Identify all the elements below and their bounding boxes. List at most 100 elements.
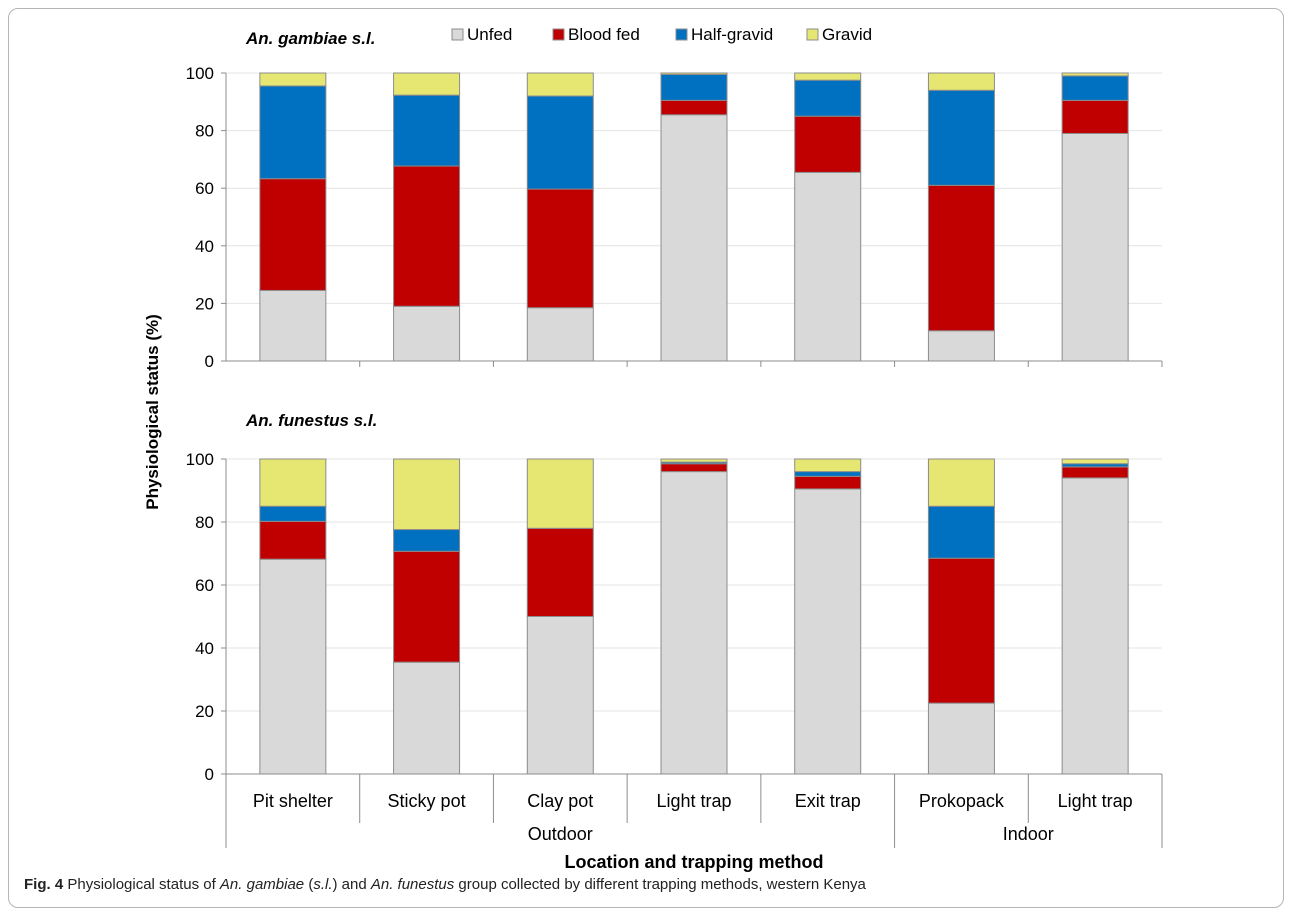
y-tick-label: 100	[186, 450, 214, 469]
legend-swatch-blood-fed	[552, 28, 565, 41]
legend-label-gravid: Gravid	[822, 25, 872, 44]
bar-unfed	[660, 471, 728, 775]
caption-text-2: (	[304, 876, 314, 893]
category-label: Light trap	[1058, 791, 1133, 811]
bar-blood-fed	[259, 520, 327, 560]
bar-gravid	[1061, 72, 1129, 77]
panel-an-funestus: 0 20 40 60 80 100 An. funestus s.l.	[186, 411, 1162, 784]
legend-label-unfed: Unfed	[467, 25, 512, 44]
category-label: Exit trap	[795, 791, 861, 811]
y-tick-label: 60	[195, 179, 214, 198]
group-label-outdoor: Outdoor	[528, 824, 593, 844]
bar-half-gravid	[259, 85, 327, 180]
panel-an-gambiae: 0 20 40 60 80 100 An. gambiae s.l.	[186, 29, 1163, 371]
bar-unfed	[526, 307, 594, 362]
y-tick-label: 80	[195, 122, 214, 141]
bar-blood-fed	[794, 115, 862, 173]
y-tick-label: 100	[186, 64, 214, 83]
bar-gravid	[927, 72, 995, 91]
legend: Unfed Blood fed Half-gravid Gravid	[451, 25, 872, 44]
bar-gravid	[794, 458, 862, 473]
panel-title: An. funestus s.l.	[245, 411, 377, 430]
bar-unfed	[660, 114, 728, 362]
y-tick-label: 40	[195, 639, 214, 658]
bar-blood-fed	[259, 178, 327, 291]
bar-gravid	[393, 72, 461, 96]
bar-unfed	[259, 558, 327, 775]
y-tick-label: 20	[195, 702, 214, 721]
caption-species-1: An. gambiae	[219, 876, 305, 893]
bar-blood-fed	[1061, 466, 1129, 479]
bar-half-gravid	[393, 529, 461, 552]
bar-unfed	[259, 289, 327, 362]
bar-unfed	[1061, 477, 1129, 775]
figure-caption: Fig. 4 Physiological status of An. gambi…	[24, 876, 866, 893]
y-axis-label: Physiological status (%)	[143, 314, 162, 510]
bar-half-gravid	[660, 73, 728, 101]
category-label: Prokopack	[919, 791, 1005, 811]
panel-title: An. gambiae s.l.	[245, 29, 375, 48]
bar-blood-fed	[660, 99, 728, 116]
y-tick-label: 20	[195, 294, 214, 313]
bar-half-gravid	[1061, 75, 1129, 101]
category-label: Light trap	[656, 791, 731, 811]
x-axis-label: Location and trapping method	[565, 852, 824, 872]
bar-blood-fed	[1061, 99, 1129, 134]
bar-unfed	[393, 661, 461, 775]
legend-swatch-unfed	[451, 28, 464, 41]
y-tick-label: 0	[205, 765, 214, 784]
caption-label: Fig. 4	[24, 876, 64, 893]
x-axis: Pit shelter Sticky pot Clay pot Light trap E…	[225, 774, 1163, 848]
bar-unfed	[927, 702, 995, 775]
category-label: Pit shelter	[253, 791, 333, 811]
bar-gravid	[660, 458, 728, 463]
bar-unfed	[1061, 132, 1129, 362]
bar-unfed	[393, 305, 461, 362]
caption-sl: s.l.	[313, 876, 333, 893]
bar-half-gravid	[393, 94, 461, 167]
bar-gravid	[794, 72, 862, 81]
bar-blood-fed	[660, 463, 728, 473]
bar-half-gravid	[927, 505, 995, 559]
bar-blood-fed	[927, 184, 995, 332]
bar-unfed	[794, 488, 862, 775]
category-label: Sticky pot	[388, 791, 466, 811]
y-tick-label: 60	[195, 576, 214, 595]
caption-text-3: ) and	[332, 876, 371, 893]
y-tick-label: 0	[205, 352, 214, 371]
bar-half-gravid	[259, 505, 327, 522]
bar-gravid	[393, 458, 461, 531]
bar-gravid	[259, 458, 327, 507]
figure-frame	[8, 8, 1284, 908]
caption-text-4: group collected by different trapping me…	[454, 876, 866, 893]
category-label: Clay pot	[527, 791, 593, 811]
group-label-indoor: Indoor	[1003, 824, 1054, 844]
bar-half-gravid	[526, 95, 594, 190]
bar-gravid	[927, 458, 995, 507]
bar-half-gravid	[927, 89, 995, 186]
bar-unfed	[526, 616, 594, 775]
y-tick-label: 80	[195, 513, 214, 532]
legend-swatch-half-gravid	[675, 28, 688, 41]
caption-text-1: Physiological status of	[67, 876, 220, 893]
bar-blood-fed	[794, 475, 862, 490]
bar-blood-fed	[393, 550, 461, 663]
bar-gravid	[259, 72, 327, 87]
bar-gravid	[1061, 458, 1129, 465]
bar-blood-fed	[526, 527, 594, 617]
bar-blood-fed	[927, 557, 995, 704]
bar-half-gravid	[794, 79, 862, 117]
bar-gravid	[660, 72, 728, 75]
bar-half-gravid	[794, 471, 862, 477]
legend-label-half-gravid: Half-gravid	[691, 25, 773, 44]
bar-gravid	[526, 458, 594, 529]
bar-gravid	[526, 72, 594, 97]
y-tick-label: 40	[195, 237, 214, 256]
bar-blood-fed	[393, 165, 461, 307]
bar-blood-fed	[526, 188, 594, 309]
legend-label-blood-fed: Blood fed	[568, 25, 640, 44]
bar-unfed	[794, 171, 862, 362]
caption-species-2: An. funestus	[370, 876, 455, 893]
legend-swatch-gravid	[806, 28, 819, 41]
